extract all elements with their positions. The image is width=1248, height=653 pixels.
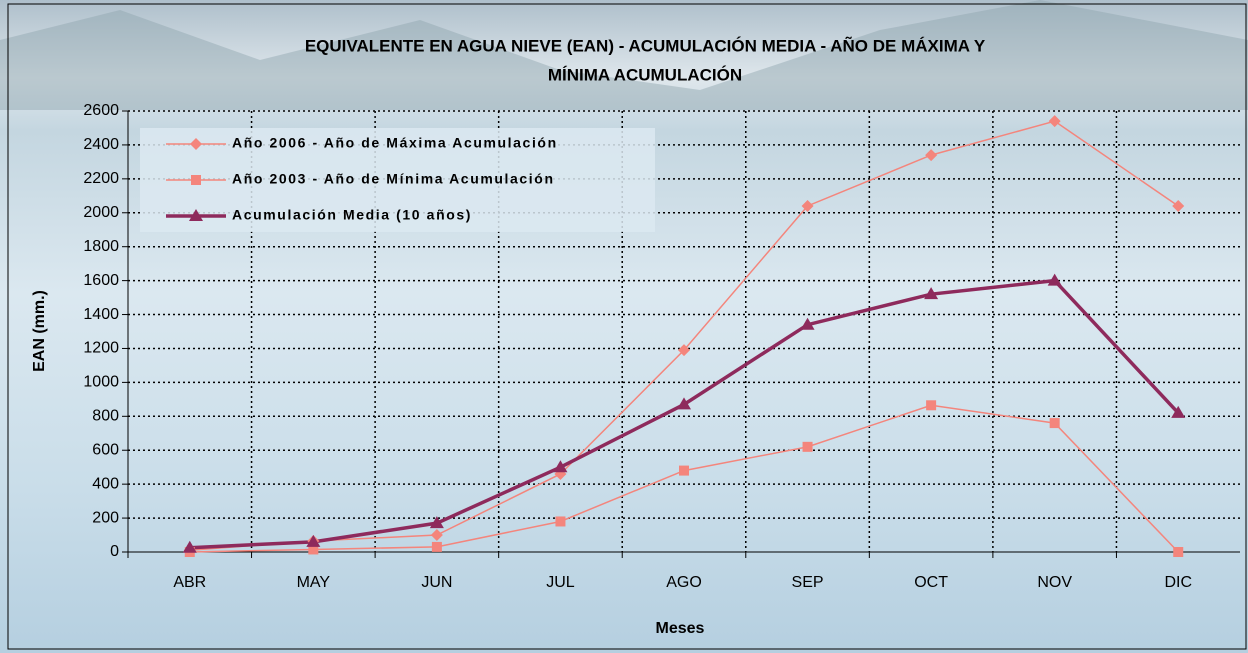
y-tick-label: 2000: [83, 204, 119, 221]
y-tick-label: 600: [92, 441, 119, 458]
y-tick-label: 1200: [83, 340, 119, 357]
y-axis-label: EAN (mm.): [31, 290, 48, 372]
chart-title: EQUIVALENTE EN AGUA NIEVE (EAN) - ACUMUL…: [305, 35, 986, 55]
data-point: [679, 466, 689, 476]
y-tick-label: 2200: [83, 170, 119, 187]
x-tick-label: ABR: [173, 574, 206, 591]
legend-marker: [191, 175, 201, 185]
x-tick-label: JUN: [421, 574, 452, 591]
y-tick-label: 200: [92, 509, 119, 526]
x-tick-label: OCT: [914, 574, 948, 591]
data-point: [432, 542, 442, 552]
y-tick-label: 1000: [83, 374, 119, 391]
data-point: [555, 516, 565, 526]
y-tick-label: 0: [110, 543, 119, 560]
legend-label: Acumulación Media (10 años): [232, 207, 472, 223]
y-tick-label: 1600: [83, 272, 119, 289]
x-tick-label: DIC: [1164, 574, 1192, 591]
legend-label: Año 2003 - Año de Mínima Acumulación: [232, 171, 555, 187]
y-tick-label: 2400: [83, 136, 119, 153]
page: {"chart_data": {"type": "line", "title":…: [0, 0, 1248, 653]
data-point: [1173, 547, 1183, 557]
x-tick-label: NOV: [1037, 574, 1072, 591]
legend-label: Año 2006 - Año de Máxima Acumulación: [232, 135, 558, 151]
y-tick-label: 800: [92, 408, 119, 425]
data-point: [926, 400, 936, 410]
data-point: [803, 442, 813, 452]
x-tick-label: JUL: [546, 574, 575, 591]
chart: EQUIVALENTE EN AGUA NIEVE (EAN) - ACUMUL…: [0, 0, 1248, 653]
x-tick-label: AGO: [666, 574, 702, 591]
y-tick-label: 1800: [83, 238, 119, 255]
x-tick-label: MAY: [297, 574, 331, 591]
y-tick-label: 400: [92, 475, 119, 492]
y-tick-label: 1400: [83, 306, 119, 323]
chart-title: MÍNIMA ACUMULACIÓN: [548, 65, 742, 84]
x-tick-label: SEP: [792, 574, 824, 591]
y-tick-label: 2600: [83, 102, 119, 119]
data-point: [1050, 418, 1060, 428]
x-axis-label: Meses: [656, 620, 705, 637]
